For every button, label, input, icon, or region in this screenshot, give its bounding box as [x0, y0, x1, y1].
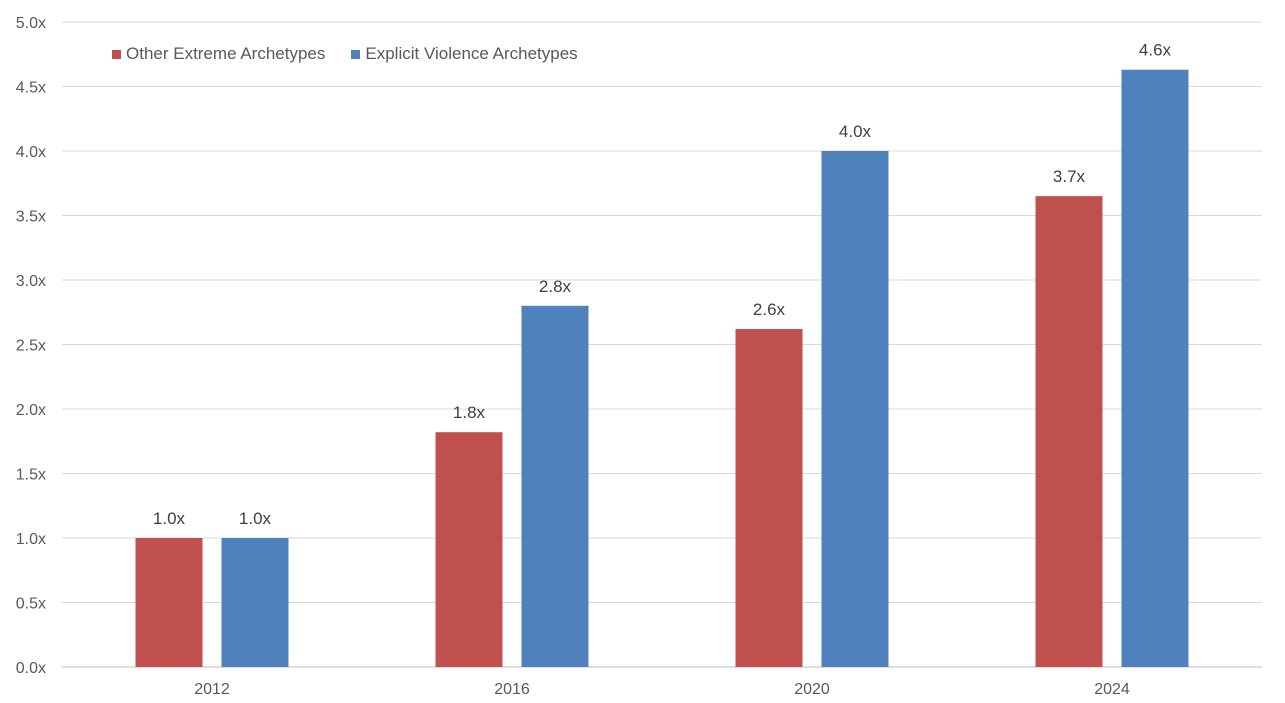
bar-other-extreme-2016 — [435, 432, 503, 667]
y-tick-label: 5.0x — [16, 15, 46, 32]
y-tick-label: 0.0x — [16, 660, 46, 677]
y-tick-label: 3.0x — [16, 273, 46, 290]
data-label: 1.8x — [453, 403, 486, 422]
data-label: 3.7x — [1053, 167, 1086, 186]
x-tick-label: 2012 — [194, 681, 230, 698]
data-label: 1.0x — [239, 509, 272, 528]
y-tick-label: 0.5x — [16, 596, 46, 613]
bar-other-extreme-2012 — [135, 538, 203, 667]
x-tick-label: 2020 — [794, 681, 830, 698]
y-tick-label: 1.0x — [16, 531, 46, 548]
legend-item-explicit-violence: Explicit Violence Archetypes — [351, 44, 578, 64]
x-axis-tick-labels: 2012 2016 2020 2024 — [194, 681, 1130, 698]
data-labels: 1.0x 1.0x 1.8x 2.8x 2.6x 4.0x 3.7x 4.6x — [153, 41, 1172, 528]
bar-explicit-violence-2020 — [821, 151, 889, 667]
x-tick-label: 2024 — [1094, 681, 1130, 698]
y-axis-tick-labels: 0.0x 0.5x 1.0x 1.5x 2.0x 2.5x 3.0x 3.5x 4.0x 4.5x… — [16, 15, 46, 677]
data-label: 2.6x — [753, 300, 786, 319]
legend-item-other-extreme: Other Extreme Archetypes — [112, 44, 325, 64]
x-tick-label: 2016 — [494, 681, 530, 698]
data-label: 4.0x — [839, 122, 872, 141]
legend-label-other-extreme: Other Extreme Archetypes — [126, 44, 326, 63]
bar-other-extreme-2024 — [1035, 196, 1103, 667]
y-tick-label: 1.5x — [16, 467, 46, 484]
bar-explicit-violence-2012 — [221, 538, 289, 667]
legend-swatch-other-extreme — [112, 49, 121, 59]
data-label: 2.8x — [539, 277, 572, 296]
bar-explicit-violence-2016 — [521, 305, 589, 667]
legend-label-explicit-violence: Explicit Violence Archetypes — [365, 44, 578, 63]
data-label: 1.0x — [153, 509, 186, 528]
y-tick-label: 4.5x — [16, 80, 46, 97]
y-tick-label: 2.0x — [16, 402, 46, 419]
bars — [135, 69, 1189, 668]
legend: Other Extreme Archetypes Explicit Violen… — [112, 44, 578, 64]
y-tick-label: 4.0x — [16, 144, 46, 161]
data-label: 4.6x — [1139, 41, 1172, 60]
y-tick-label: 2.5x — [16, 338, 46, 355]
bar-other-extreme-2020 — [735, 329, 803, 667]
legend-swatch-explicit-violence — [351, 49, 361, 59]
bar-explicit-violence-2024 — [1121, 69, 1189, 668]
y-tick-label: 3.5x — [16, 209, 46, 226]
